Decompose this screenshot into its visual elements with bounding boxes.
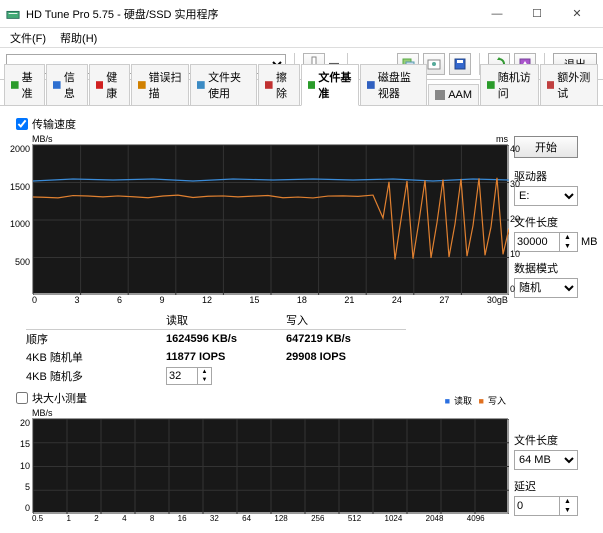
menu-help[interactable]: 帮助(H) <box>56 29 101 47</box>
tab-7[interactable]: 磁盘监视器 <box>360 64 427 105</box>
tab-4[interactable]: 文件夹使用 <box>190 64 257 105</box>
blocksize-chart <box>32 418 508 513</box>
y-right-label: ms <box>496 134 508 144</box>
tab-3[interactable]: 错误扫描 <box>131 64 189 105</box>
transfer-chart <box>32 144 508 294</box>
file-length-select-2[interactable]: 64 MB <box>514 450 578 470</box>
y-left-label: MB/s <box>32 134 53 144</box>
menubar: 文件(F) 帮助(H) <box>0 28 603 48</box>
results-table: 读取写入 顺序1624596 KB/s647219 KB/s 4KB 随机单11… <box>26 311 595 386</box>
titlebar: HD Tune Pro 5.75 - 硬盘/SSD 实用程序 — ☐ ✕ <box>0 0 603 28</box>
tab-8[interactable]: AAM <box>428 84 479 105</box>
tab-0[interactable]: 基准 <box>4 64 45 105</box>
window-title: HD Tune Pro 5.75 - 硬盘/SSD 实用程序 <box>26 6 477 22</box>
maximize-button[interactable]: ☐ <box>517 2 557 26</box>
tab-5[interactable]: 擦除 <box>258 64 299 105</box>
tabs: 基准信息健康错误扫描文件夹使用擦除文件基准磁盘监视器AAM随机访问额外测试 <box>0 80 603 106</box>
data-mode-label: 数据模式 <box>514 260 598 276</box>
tab-10[interactable]: 额外测试 <box>540 64 598 105</box>
delay-label: 延迟 <box>514 478 595 494</box>
delay-spinner[interactable]: ▲▼ <box>514 496 578 516</box>
legend: ■读取 ■写入 <box>441 394 506 407</box>
tab-9[interactable]: 随机访问 <box>480 64 538 105</box>
close-button[interactable]: ✕ <box>557 2 597 26</box>
tab-2[interactable]: 健康 <box>89 64 130 105</box>
minimize-button[interactable]: — <box>477 2 517 26</box>
drive-label: 驱动器 <box>514 168 598 184</box>
blocksize-label: 块大小测量 <box>32 390 87 406</box>
transfer-speed-checkbox[interactable] <box>16 118 28 130</box>
save-icon[interactable] <box>449 53 471 75</box>
tab-1[interactable]: 信息 <box>46 64 87 105</box>
file-length-label-2: 文件长度 <box>514 432 595 448</box>
menu-file[interactable]: 文件(F) <box>6 29 50 47</box>
tab-6[interactable]: 文件基准 <box>301 64 359 106</box>
app-icon <box>6 7 20 21</box>
file-length-label: 文件长度 <box>514 214 598 230</box>
multi-spinner[interactable]: ▲▼ <box>166 367 212 385</box>
transfer-speed-label: 传输速度 <box>32 116 76 132</box>
blocksize-checkbox[interactable] <box>16 392 28 404</box>
